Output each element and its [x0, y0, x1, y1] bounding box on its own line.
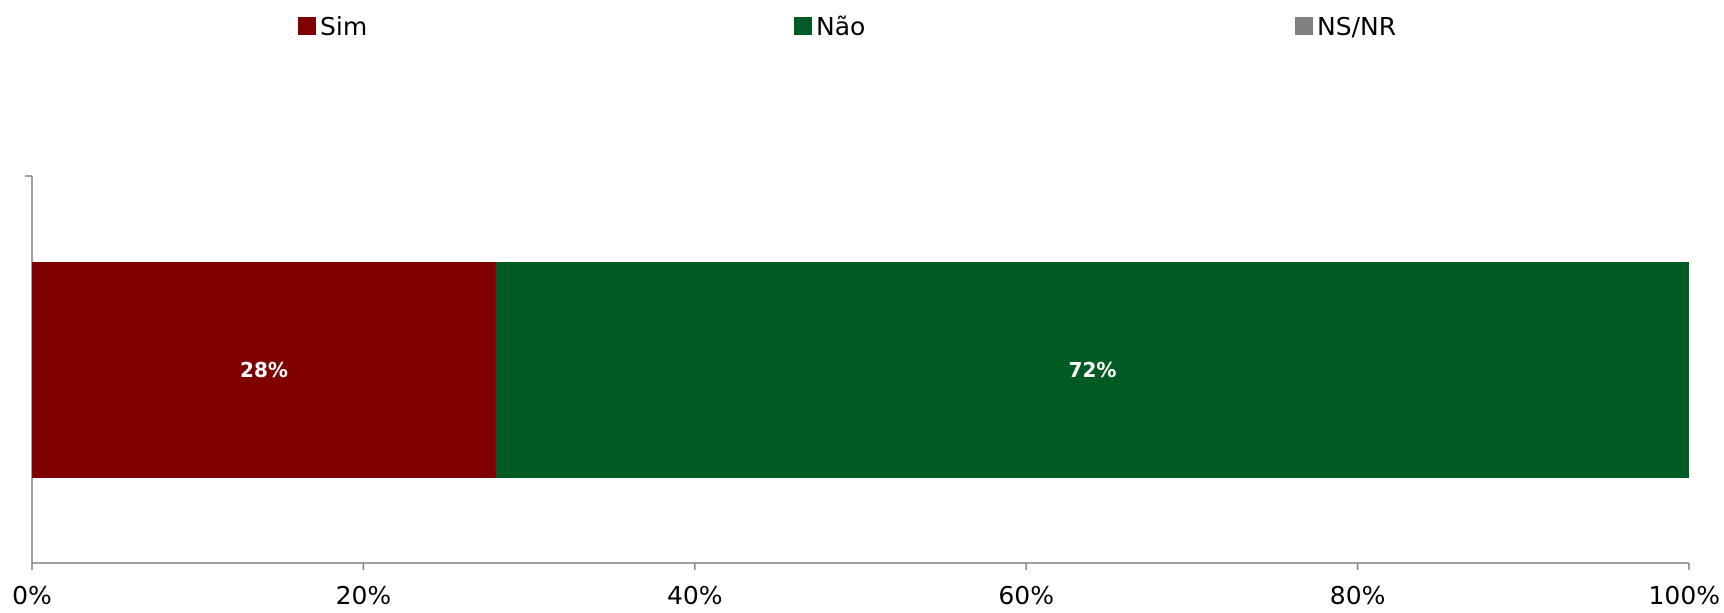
- x-tick-label: 20%: [336, 581, 392, 610]
- legend-label-sim: Sim: [320, 12, 367, 41]
- x-ticks: 0% 20% 40% 60% 80% 100%: [12, 563, 1720, 610]
- legend-swatch-n-o: [794, 17, 812, 35]
- data-label-n-o: 72%: [1069, 358, 1117, 382]
- legend-label-ns-nr: NS/NR: [1317, 12, 1396, 41]
- x-tick-label: 100%: [1649, 581, 1720, 610]
- legend-swatch-ns-nr: [1295, 17, 1313, 35]
- legend-label-n-o: Não: [816, 12, 865, 41]
- data-label-sim: 28%: [240, 358, 288, 382]
- legend: Sim Não NS/NR: [298, 12, 1396, 41]
- x-tick-label: 40%: [667, 581, 723, 610]
- x-tick-label: 60%: [998, 581, 1054, 610]
- x-tick-label: 0%: [12, 581, 52, 610]
- x-tick-label: 80%: [1330, 581, 1386, 610]
- legend-swatch-sim: [298, 17, 316, 35]
